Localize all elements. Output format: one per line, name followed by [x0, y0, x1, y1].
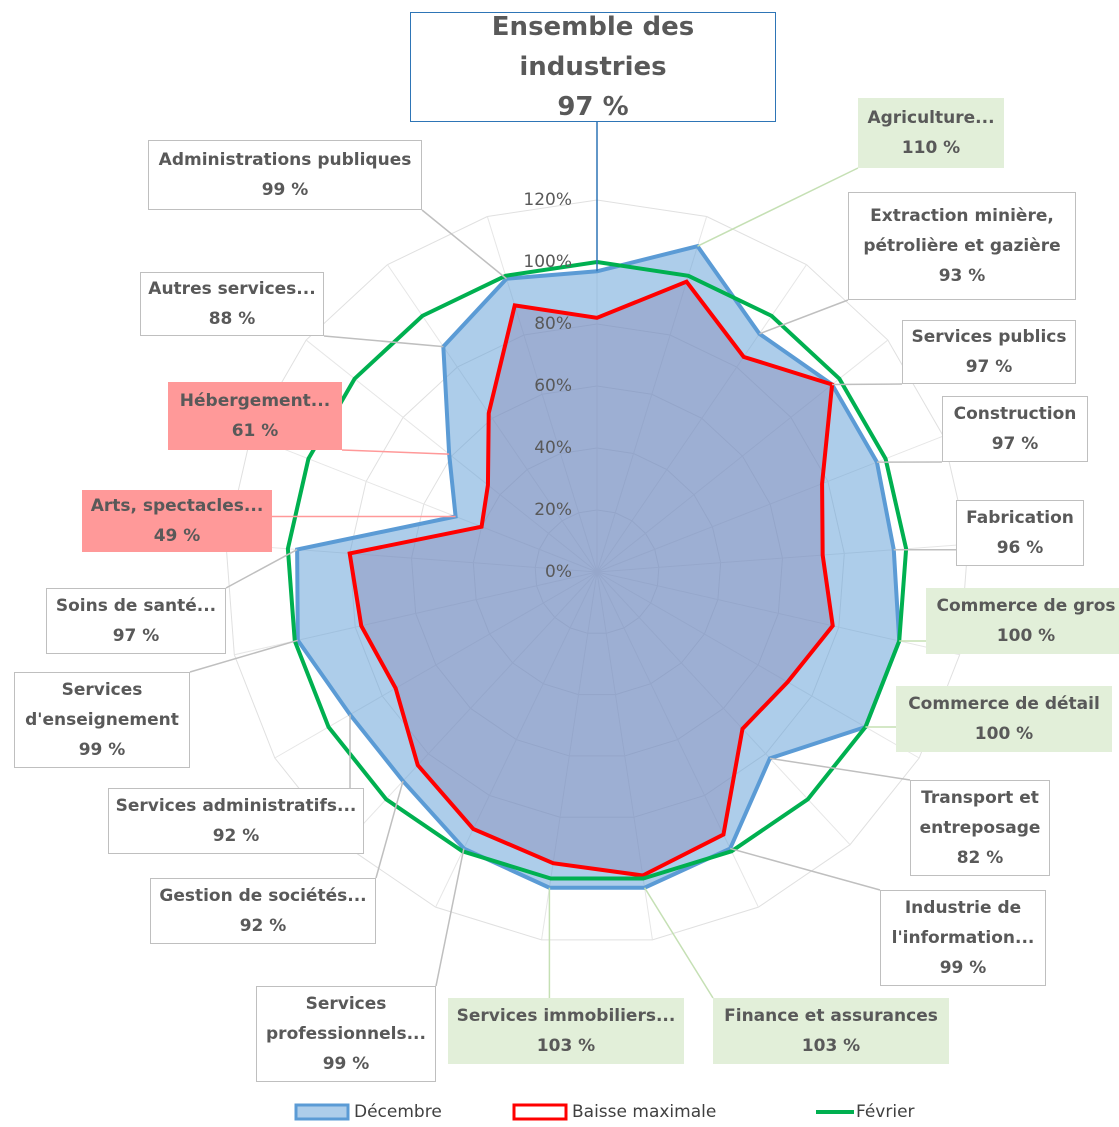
- data-label: Fabrication 96 %: [956, 500, 1084, 566]
- value-label: 110 %: [901, 138, 961, 158]
- category-label: Industrie de l'information...: [891, 898, 1035, 948]
- value-label: 99 %: [939, 958, 987, 978]
- category-label: Transport et entreposage: [919, 788, 1041, 838]
- category-label: Fabrication: [966, 508, 1074, 528]
- leader-line: [323, 335, 444, 348]
- value-label: 99 %: [78, 740, 126, 760]
- value-label: 99 %: [261, 180, 309, 200]
- category-label: Ensemble des industries: [491, 12, 695, 82]
- category-label: Finance et assurances: [724, 1006, 938, 1026]
- data-label: Administrations publiques 99 %: [148, 140, 422, 210]
- category-label: Services d'enseignement: [25, 680, 179, 730]
- value-label: 82 %: [956, 848, 1004, 868]
- category-label: Soins de santé...: [55, 596, 217, 616]
- data-label: Services publics 97 %: [902, 320, 1076, 384]
- data-label: Industrie de l'information... 99 %: [880, 890, 1046, 986]
- leader-line: [729, 847, 881, 891]
- data-label: Ensemble des industries 97 %: [410, 12, 776, 122]
- data-label: Services d'enseignement 99 %: [14, 672, 190, 768]
- data-label: Finance et assurances 103 %: [713, 998, 949, 1064]
- value-label: 97 %: [991, 434, 1039, 454]
- data-label: Soins de santé... 97 %: [46, 588, 226, 654]
- category-label: Services professionnels...: [266, 994, 426, 1044]
- category-label: Services administratifs...: [115, 796, 357, 816]
- value-label: 103 %: [801, 1036, 861, 1056]
- category-label: Commerce de détail: [908, 694, 1100, 714]
- category-label: Autres services...: [148, 279, 316, 299]
- leader-line: [697, 167, 859, 247]
- data-label: Hébergement... 61 %: [168, 382, 342, 450]
- category-label: Gestion de sociétés...: [159, 886, 367, 906]
- category-label: Extraction minière, pétrolière et gazièr…: [863, 206, 1061, 256]
- value-label: 96 %: [996, 538, 1044, 558]
- value-label: 92 %: [239, 916, 287, 936]
- leader-line: [225, 548, 298, 589]
- y-tick-label: 0%: [545, 562, 572, 582]
- legend-label: Décembre: [354, 1102, 442, 1122]
- legend-swatch: [512, 1103, 568, 1121]
- data-label: Arts, spectacles... 49 %: [82, 490, 272, 552]
- leader-line: [832, 383, 903, 386]
- legend-label: Février: [856, 1102, 915, 1122]
- y-tick-label: 40%: [534, 438, 572, 458]
- value-label: 99 %: [322, 1054, 370, 1074]
- leader-line: [759, 299, 849, 335]
- leader-line: [643, 887, 714, 999]
- data-label: Gestion de sociétés... 92 %: [150, 878, 376, 944]
- data-label: Services professionnels... 99 %: [256, 986, 436, 1082]
- leader-line: [421, 209, 508, 280]
- data-label: Commerce de détail 100 %: [896, 686, 1112, 752]
- leader-line: [189, 639, 299, 673]
- y-tick-label: 60%: [534, 376, 572, 396]
- value-label: 103 %: [536, 1036, 596, 1056]
- value-label: 97 %: [112, 626, 160, 646]
- data-label: Services immobiliers... 103 %: [448, 998, 684, 1064]
- value-label: 88 %: [208, 309, 256, 329]
- legend-swatch: [294, 1103, 350, 1121]
- category-label: Arts, spectacles...: [90, 496, 264, 516]
- series-1: [347, 279, 835, 878]
- series-0: [295, 243, 902, 890]
- leader-line: [341, 449, 450, 455]
- data-label: Services administratifs... 92 %: [108, 788, 364, 854]
- value-label: 61 %: [231, 421, 279, 441]
- category-label: Construction: [953, 404, 1077, 424]
- y-tick-label: 100%: [523, 252, 572, 272]
- value-label: 100 %: [996, 626, 1056, 646]
- y-tick-label: 20%: [534, 500, 572, 520]
- y-tick-label: 120%: [523, 190, 572, 210]
- value-label: 100 %: [974, 724, 1034, 744]
- data-label: Agriculture... 110 %: [858, 98, 1004, 168]
- category-label: Hébergement...: [179, 391, 331, 411]
- value-label: 92 %: [212, 826, 260, 846]
- y-tick-label: 80%: [534, 314, 572, 334]
- leader-line: [375, 780, 404, 879]
- data-label: Extraction minière, pétrolière et gazièr…: [848, 192, 1076, 300]
- value-label: 49 %: [153, 526, 201, 546]
- leader-line: [769, 757, 911, 781]
- value-label: 97 %: [965, 357, 1013, 377]
- category-label: Commerce de gros: [936, 596, 1116, 616]
- data-label: Commerce de gros 100 %: [926, 588, 1119, 654]
- data-label: Autres services... 88 %: [140, 272, 324, 336]
- data-label: Transport et entreposage 82 %: [910, 780, 1050, 876]
- data-label: Construction 97 %: [942, 396, 1088, 462]
- category-label: Administrations publiques: [158, 150, 412, 170]
- value-label: 97 %: [557, 92, 629, 122]
- category-label: Services immobiliers...: [456, 1006, 676, 1026]
- category-label: Services publics: [911, 327, 1067, 347]
- leader-line: [435, 848, 465, 987]
- legend-label: Baisse maximale: [572, 1102, 717, 1122]
- category-label: Agriculture...: [867, 108, 995, 128]
- value-label: 93 %: [938, 266, 986, 286]
